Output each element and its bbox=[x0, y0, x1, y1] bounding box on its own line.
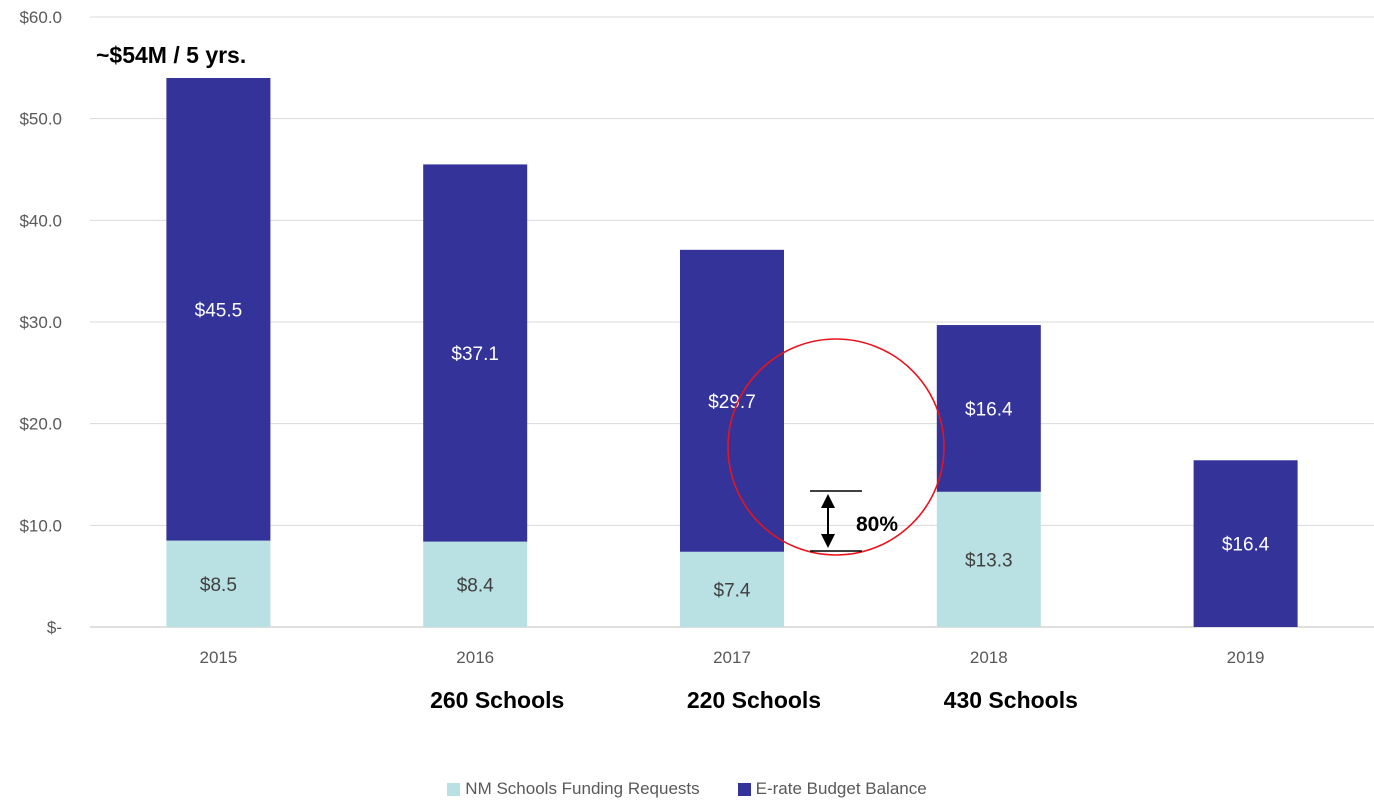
x-tick-label: 2019 bbox=[1227, 648, 1265, 667]
bar-segment bbox=[680, 249, 784, 552]
bar-segment bbox=[936, 325, 1041, 492]
legend-swatch bbox=[447, 782, 461, 796]
y-tick-label: $10.0 bbox=[19, 516, 62, 535]
bars: $8.5$45.5$8.4$37.1$7.4$29.7$13.3$16.4-$1… bbox=[166, 78, 1298, 630]
data-label: $37.1 bbox=[451, 344, 499, 365]
y-tick-label: $30.0 bbox=[19, 313, 62, 332]
legend-label: E-rate Budget Balance bbox=[755, 779, 927, 798]
legend-item: NM Schools Funding Requests bbox=[447, 779, 700, 799]
bar-segment bbox=[1193, 460, 1298, 627]
data-label: $13.3 bbox=[965, 550, 1013, 571]
bar-segment bbox=[166, 78, 271, 541]
data-label: $45.5 bbox=[195, 300, 243, 321]
data-label: $8.5 bbox=[200, 575, 237, 596]
highlight-group: 80% bbox=[727, 338, 945, 556]
total-annotation: ~$54M / 5 yrs. bbox=[96, 42, 246, 68]
bar-segment bbox=[423, 541, 528, 627]
data-label: $16.4 bbox=[1222, 535, 1270, 556]
data-label: $16.4 bbox=[965, 399, 1013, 420]
bar-segment bbox=[166, 540, 271, 627]
legend-swatch bbox=[737, 782, 751, 796]
legend: NM Schools Funding Requests E-rate Budget… bbox=[0, 779, 1374, 799]
y-tick-label: $50.0 bbox=[19, 110, 62, 129]
y-tick-label: $- bbox=[47, 618, 62, 637]
legend-label: NM Schools Funding Requests bbox=[465, 779, 700, 798]
arrow-up-head bbox=[821, 494, 835, 508]
x-tick-label: 2018 bbox=[970, 648, 1008, 667]
bar-segment bbox=[936, 491, 1041, 627]
data-label: $29.7 bbox=[708, 392, 756, 413]
x-axis: 2015 2016 2017 2018 2019 bbox=[199, 648, 1264, 667]
y-tick-label: $60.0 bbox=[19, 8, 62, 27]
bar-segment bbox=[423, 164, 528, 542]
bar-segment bbox=[680, 551, 784, 627]
arrow-down-head bbox=[821, 534, 835, 548]
x-tick-label: 2017 bbox=[713, 648, 751, 667]
y-axis: $- $10.0 $20.0 $30.0 $40.0 $50.0 $60.0 bbox=[19, 8, 62, 637]
x-tick-label: 2016 bbox=[456, 648, 494, 667]
change-annotation: 80% bbox=[856, 513, 898, 536]
school-count-label: 260 Schools bbox=[430, 687, 564, 713]
school-count-label: 220 Schools bbox=[687, 687, 821, 713]
y-tick-label: $40.0 bbox=[19, 211, 62, 230]
x-tick-label: 2015 bbox=[199, 648, 237, 667]
data-label: $7.4 bbox=[714, 580, 751, 601]
y-tick-label: $20.0 bbox=[19, 415, 62, 434]
highlight-circle bbox=[727, 338, 945, 556]
data-label: $8.4 bbox=[457, 575, 494, 596]
legend-item: E-rate Budget Balance bbox=[737, 779, 927, 799]
school-count-label: 430 Schools bbox=[944, 687, 1078, 713]
school-count-annotations: 260 Schools 220 Schools 430 Schools bbox=[430, 687, 1078, 713]
